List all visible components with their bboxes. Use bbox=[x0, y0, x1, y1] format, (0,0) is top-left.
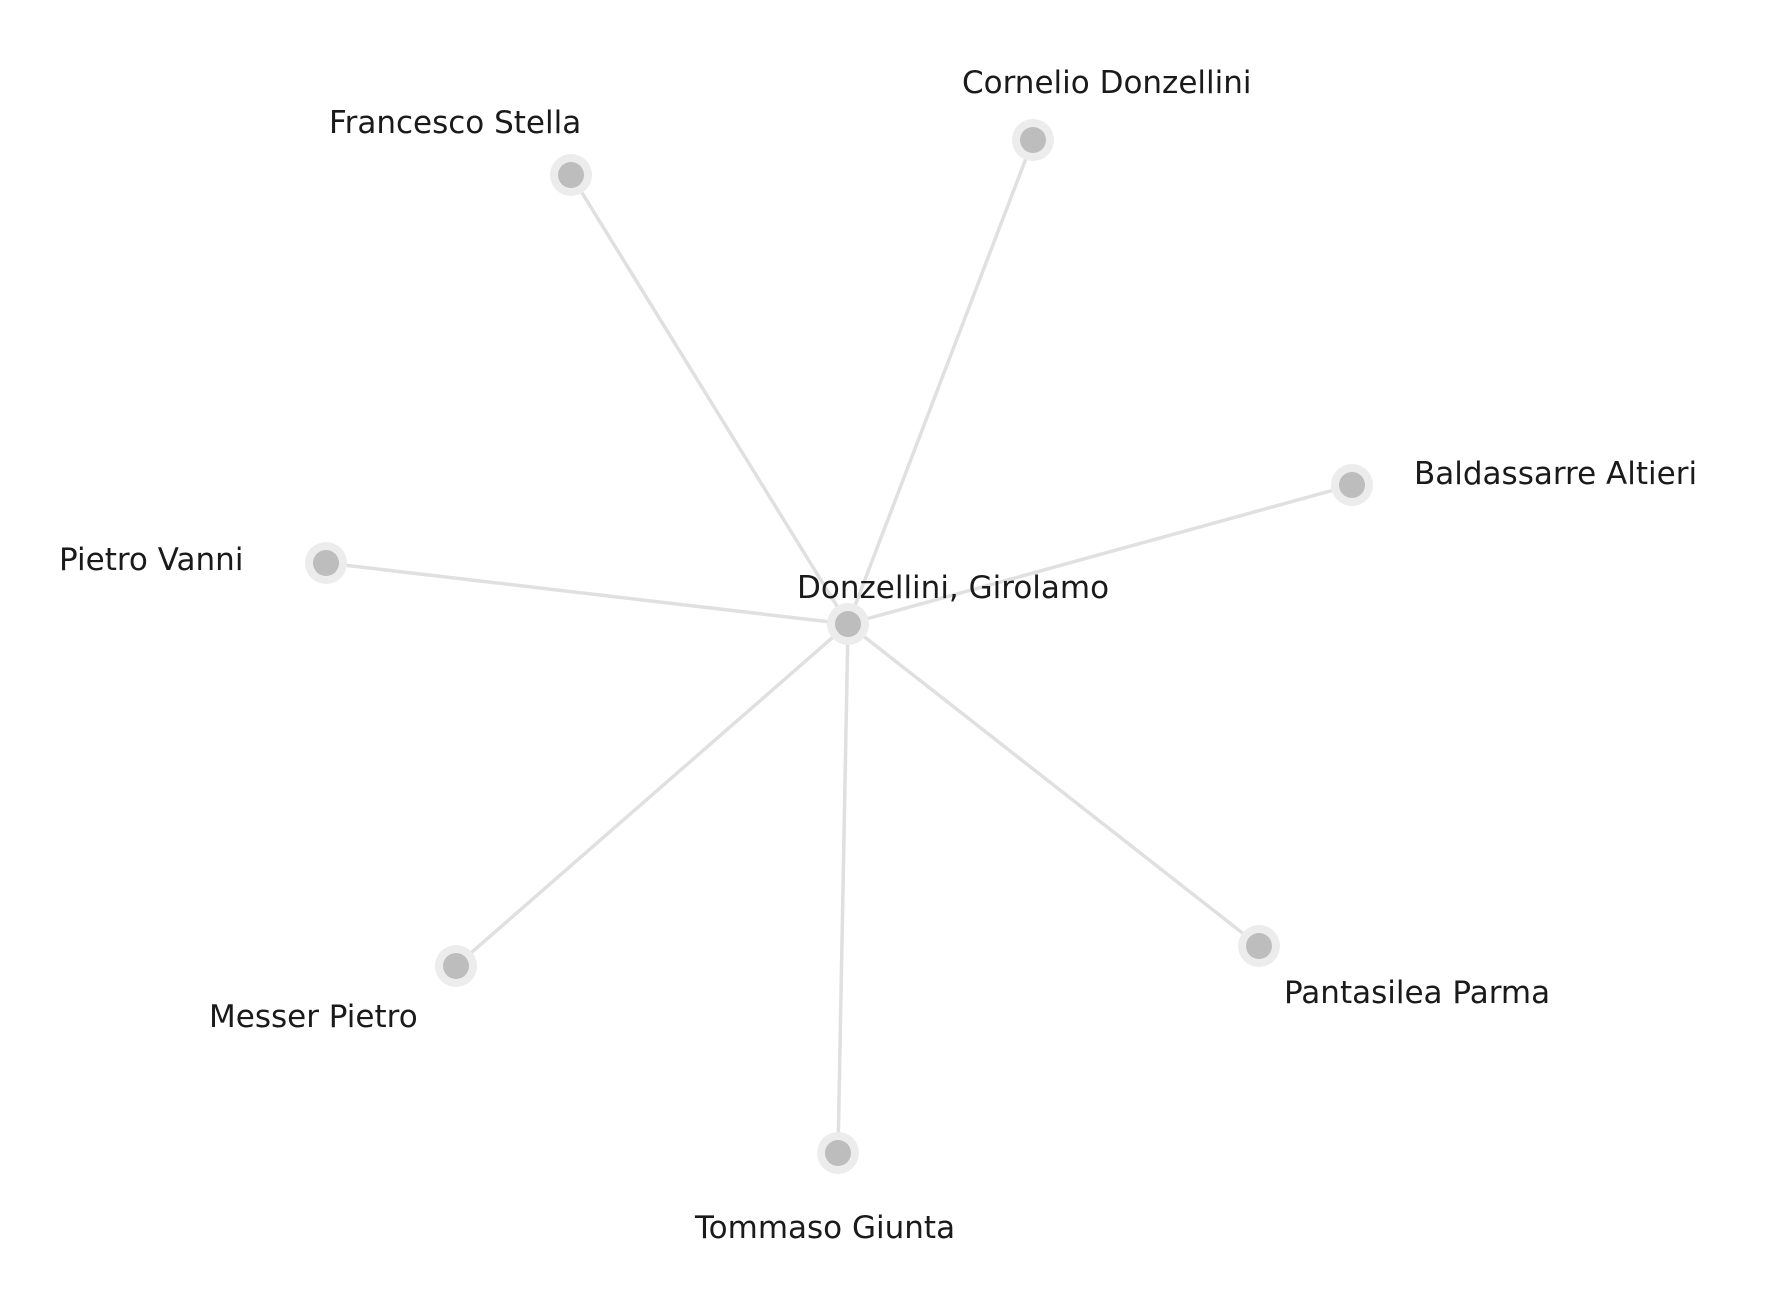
node-donzellini-girolamo[interactable]: Donzellini, Girolamo bbox=[797, 570, 1109, 645]
node-label: Messer Pietro bbox=[209, 999, 418, 1035]
edge-center-cornelio-donzellini bbox=[846, 138, 1035, 626]
node-label: Pantasilea Parma bbox=[1284, 975, 1550, 1011]
edge-center-baldassarre-altieri bbox=[846, 483, 1354, 626]
node-dot[interactable] bbox=[1339, 472, 1365, 498]
node-label: Francesco Stella bbox=[329, 105, 581, 141]
node-label: Pietro Vanni bbox=[59, 542, 243, 578]
node-label: Cornelio Donzellini bbox=[962, 65, 1252, 101]
edge-center-pietro-vanni bbox=[324, 561, 850, 626]
edges-layer bbox=[324, 138, 1354, 1155]
node-dot[interactable] bbox=[825, 1140, 851, 1166]
node-dot[interactable] bbox=[1020, 127, 1046, 153]
node-label: Donzellini, Girolamo bbox=[797, 570, 1109, 606]
node-tommaso-giunta[interactable]: Tommaso Giunta bbox=[694, 1132, 955, 1246]
node-dot[interactable] bbox=[443, 953, 469, 979]
node-messer-pietro[interactable]: Messer Pietro bbox=[209, 945, 477, 1035]
node-label: Baldassarre Altieri bbox=[1414, 456, 1697, 492]
node-francesco-stella[interactable]: Francesco Stella bbox=[329, 105, 592, 196]
node-label: Tommaso Giunta bbox=[694, 1210, 955, 1246]
node-pietro-vanni[interactable]: Pietro Vanni bbox=[59, 542, 347, 584]
node-dot[interactable] bbox=[313, 550, 339, 576]
node-dot[interactable] bbox=[1246, 933, 1272, 959]
node-pantasilea-parma[interactable]: Pantasilea Parma bbox=[1238, 925, 1550, 1011]
node-dot[interactable] bbox=[558, 162, 584, 188]
node-baldassarre-altieri[interactable]: Baldassarre Altieri bbox=[1331, 456, 1697, 506]
node-cornelio-donzellini[interactable]: Cornelio Donzellini bbox=[962, 65, 1252, 161]
edge-center-messer-pietro bbox=[454, 622, 850, 968]
nodes-layer: Donzellini, Girolamo Francesco Stella Co… bbox=[59, 65, 1697, 1246]
node-dot[interactable] bbox=[835, 611, 861, 637]
edge-center-tommaso-giunta bbox=[836, 622, 850, 1155]
edge-center-francesco-stella bbox=[569, 173, 850, 626]
edge-center-pantasilea-parma bbox=[846, 622, 1261, 948]
